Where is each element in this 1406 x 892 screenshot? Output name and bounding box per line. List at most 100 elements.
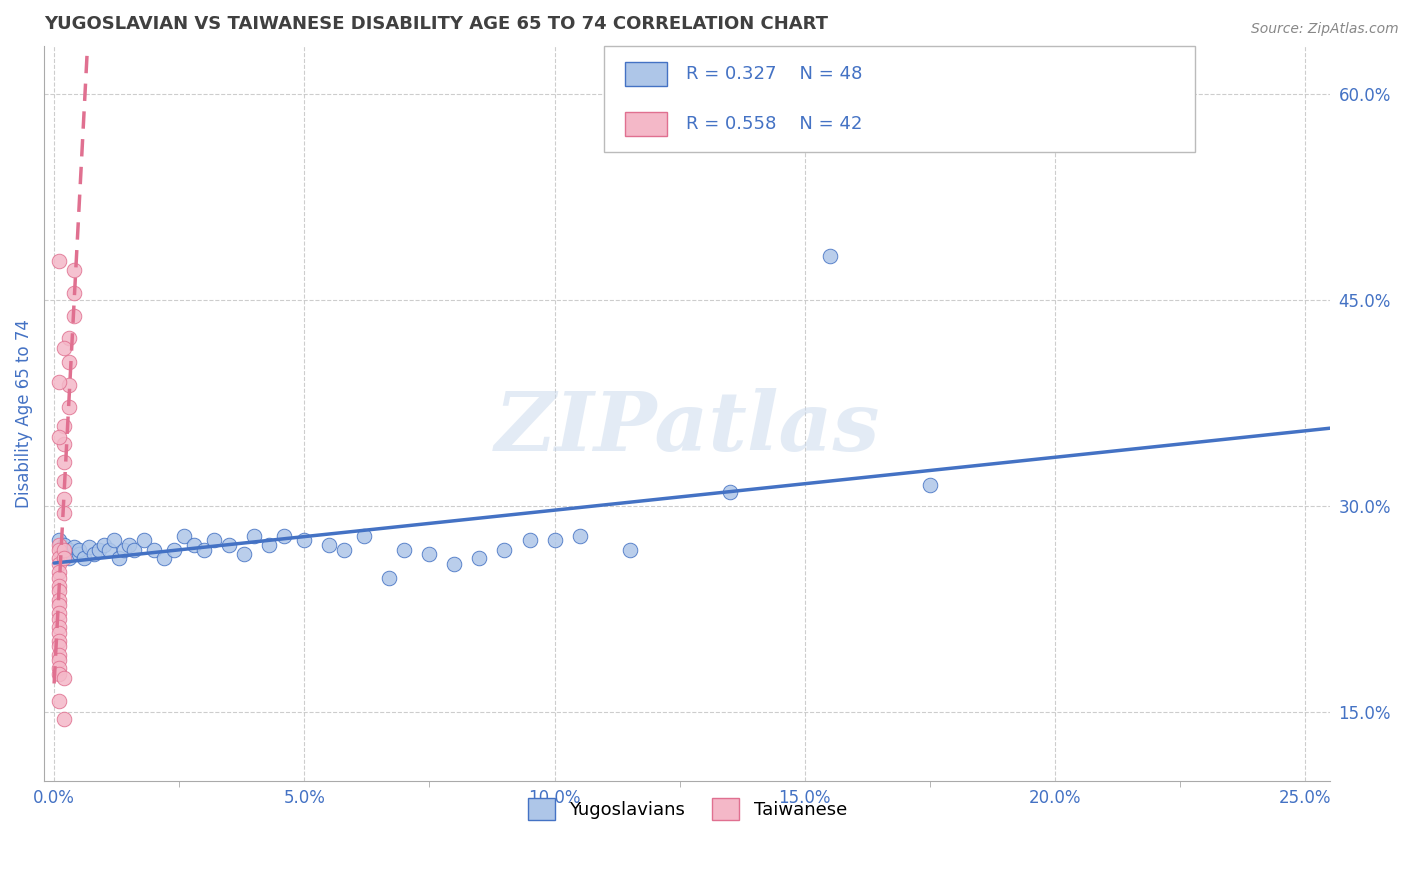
Point xyxy=(67,547,90,561)
Point xyxy=(112,543,135,558)
Point xyxy=(58,551,80,566)
Point xyxy=(53,506,76,520)
Point xyxy=(58,378,80,392)
Point xyxy=(89,543,111,558)
Point xyxy=(48,571,70,585)
Point xyxy=(67,543,90,558)
Point xyxy=(48,620,70,634)
Point xyxy=(134,533,156,548)
Text: R = 0.327    N = 48: R = 0.327 N = 48 xyxy=(686,65,862,83)
Text: Source: ZipAtlas.com: Source: ZipAtlas.com xyxy=(1251,22,1399,37)
Point xyxy=(292,533,315,548)
Point xyxy=(143,543,166,558)
Point xyxy=(202,533,225,548)
Point xyxy=(53,341,76,355)
Point xyxy=(63,262,86,277)
Point xyxy=(378,571,401,585)
FancyBboxPatch shape xyxy=(603,45,1195,153)
Point xyxy=(818,249,841,263)
Point xyxy=(63,541,86,555)
Point xyxy=(183,538,205,552)
Point xyxy=(163,543,186,558)
Point xyxy=(48,538,70,552)
Point xyxy=(394,543,416,558)
Point xyxy=(619,543,641,558)
Point xyxy=(48,694,70,708)
Point xyxy=(53,419,76,434)
Point xyxy=(568,529,591,543)
Y-axis label: Disability Age 65 to 74: Disability Age 65 to 74 xyxy=(15,319,32,508)
Legend: Yugoslavians, Taiwanese: Yugoslavians, Taiwanese xyxy=(520,790,853,827)
Point xyxy=(48,430,70,444)
Point xyxy=(48,543,70,558)
Point xyxy=(48,376,70,390)
Point xyxy=(48,579,70,593)
Point xyxy=(48,565,70,579)
Point xyxy=(122,543,145,558)
Point xyxy=(418,547,440,561)
Point xyxy=(48,598,70,612)
Point xyxy=(48,625,70,640)
Point xyxy=(53,543,76,558)
Point xyxy=(98,543,121,558)
Point xyxy=(63,286,86,301)
Point xyxy=(93,538,115,552)
Point xyxy=(543,533,565,548)
Point xyxy=(353,529,375,543)
FancyBboxPatch shape xyxy=(626,112,666,136)
Point xyxy=(48,633,70,648)
Point xyxy=(48,557,70,571)
Point xyxy=(53,475,76,489)
Point xyxy=(918,478,941,492)
Point xyxy=(108,551,131,566)
Point xyxy=(118,538,141,552)
Point xyxy=(73,551,96,566)
Point xyxy=(58,543,80,558)
Point xyxy=(48,607,70,621)
Point xyxy=(48,648,70,662)
Point xyxy=(48,653,70,667)
Point xyxy=(48,612,70,626)
Text: YUGOSLAVIAN VS TAIWANESE DISABILITY AGE 65 TO 74 CORRELATION CHART: YUGOSLAVIAN VS TAIWANESE DISABILITY AGE … xyxy=(44,15,828,33)
Point xyxy=(83,547,105,561)
Point xyxy=(173,529,195,543)
Point xyxy=(53,437,76,451)
Point xyxy=(153,551,176,566)
Point xyxy=(53,538,76,552)
Point xyxy=(519,533,541,548)
Point xyxy=(48,666,70,681)
Point xyxy=(53,551,76,566)
Point xyxy=(48,661,70,675)
Point xyxy=(233,547,256,561)
Point xyxy=(48,254,70,268)
Point xyxy=(318,538,340,552)
Point xyxy=(718,485,741,500)
Point xyxy=(53,671,76,685)
Point xyxy=(494,543,516,558)
Point xyxy=(53,492,76,507)
Point xyxy=(53,712,76,726)
Point xyxy=(48,533,70,548)
Point xyxy=(48,551,70,566)
Point xyxy=(273,529,295,543)
Point xyxy=(443,557,465,571)
Point xyxy=(58,331,80,345)
Text: ZIPatlas: ZIPatlas xyxy=(495,388,880,468)
Point xyxy=(243,529,266,543)
Point xyxy=(193,543,215,558)
FancyBboxPatch shape xyxy=(626,62,666,86)
Point xyxy=(103,533,125,548)
Point xyxy=(58,400,80,414)
Point xyxy=(53,455,76,469)
Point xyxy=(468,551,491,566)
Point xyxy=(48,592,70,607)
Point xyxy=(48,584,70,599)
Text: R = 0.558    N = 42: R = 0.558 N = 42 xyxy=(686,115,862,133)
Point xyxy=(48,640,70,654)
Point xyxy=(259,538,281,552)
Point xyxy=(77,541,100,555)
Point xyxy=(218,538,240,552)
Point xyxy=(63,310,86,324)
Point xyxy=(58,355,80,369)
Point xyxy=(333,543,356,558)
